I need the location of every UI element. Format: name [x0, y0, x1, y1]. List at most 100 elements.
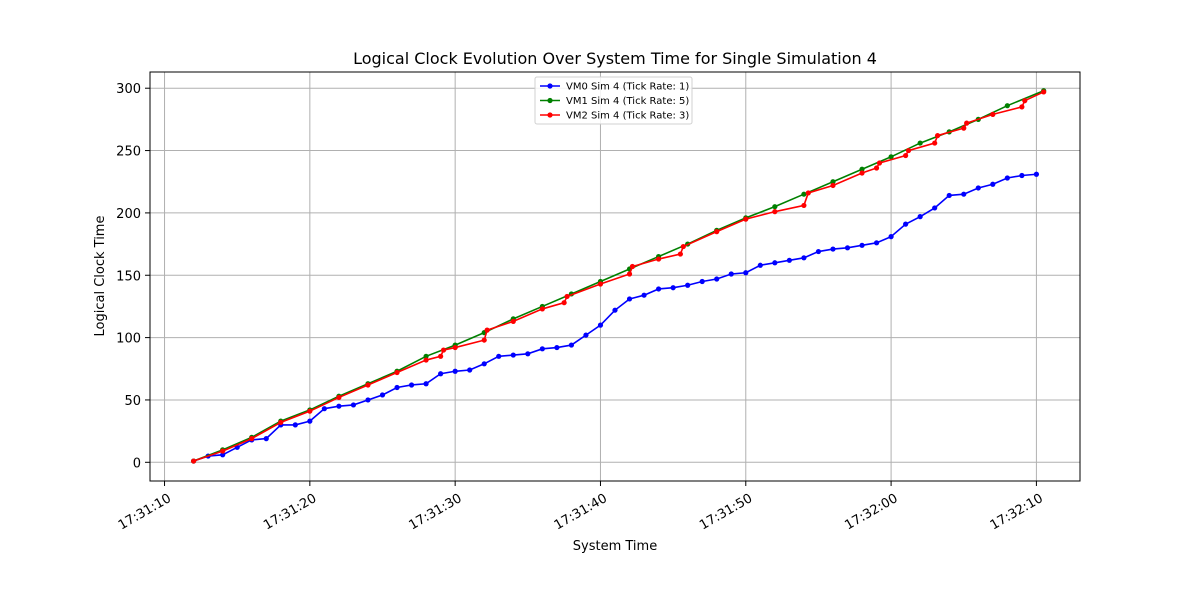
data-point	[772, 204, 778, 210]
data-point	[408, 382, 415, 388]
data-point	[394, 384, 400, 391]
legend-label: VM2 Sim 4 (Tick Rate: 3)	[566, 111, 689, 122]
data-point	[539, 346, 545, 352]
data-point	[626, 271, 633, 277]
data-point	[1004, 103, 1010, 109]
data-point	[932, 205, 938, 211]
data-point	[859, 242, 865, 248]
data-point	[597, 322, 604, 328]
data-point	[757, 262, 763, 268]
data-point	[336, 403, 342, 409]
legend-item: VM2 Sim 4 (Tick Rate: 3)	[540, 111, 689, 122]
data-point	[583, 332, 589, 338]
legend-label: VM1 Sim 4 (Tick Rate: 5)	[566, 96, 689, 107]
data-point	[805, 190, 811, 196]
data-point	[815, 248, 822, 255]
data-point	[677, 251, 683, 257]
data-point	[743, 216, 749, 222]
series-line	[193, 173, 1037, 462]
legend-swatch-marker	[547, 97, 553, 104]
data-point	[905, 147, 912, 154]
data-point	[772, 260, 778, 266]
data-point	[321, 406, 327, 412]
legend-item: VM1 Sim 4 (Tick Rate: 5)	[540, 96, 689, 107]
data-point	[961, 125, 967, 131]
data-point	[423, 357, 429, 363]
y-tick-label: 0	[133, 456, 141, 471]
data-point	[597, 281, 604, 287]
data-point	[743, 270, 749, 276]
data-point	[801, 202, 807, 209]
y-tick-label: 100	[116, 332, 141, 347]
legend-label: VM0 Sim 4 (Tick Rate: 1)	[566, 82, 689, 93]
legend-swatch-marker	[547, 83, 553, 89]
data-point	[1004, 175, 1010, 181]
x-axis: 17:31:10 17:31:20 17:31:30 17:31:40 17:31:50…	[116, 481, 1046, 533]
data-point	[1033, 171, 1040, 177]
data-point	[568, 342, 575, 348]
x-tick-label: 17:32:10	[988, 491, 1046, 533]
data-point	[539, 306, 545, 312]
data-point	[496, 353, 502, 359]
data-point	[670, 285, 676, 291]
data-point	[452, 368, 458, 374]
y-axis-title: Logical Clock Time	[93, 216, 108, 337]
data-point	[350, 402, 357, 408]
data-point	[844, 245, 851, 251]
x-tick-label: 17:32:00	[842, 491, 900, 533]
data-point	[307, 408, 313, 414]
x-tick-label: 17:31:30	[406, 491, 464, 533]
legend-item: VM0 Sim 4 (Tick Rate: 1)	[540, 82, 689, 93]
data-point	[990, 111, 996, 117]
series-line	[193, 91, 1045, 462]
data-point	[876, 160, 883, 166]
data-point	[888, 154, 894, 160]
data-point	[564, 293, 570, 300]
data-point	[423, 353, 429, 359]
data-point	[685, 282, 691, 288]
y-tick-label: 150	[116, 269, 141, 284]
data-point	[278, 419, 284, 425]
data-point	[554, 344, 560, 351]
data-point	[859, 166, 865, 172]
data-point	[888, 234, 894, 240]
data-point	[336, 394, 342, 401]
data-point	[510, 318, 516, 324]
data-point	[975, 185, 981, 191]
data-point	[699, 278, 705, 285]
data-point	[934, 132, 941, 139]
x-tick-label: 17:31:10	[116, 491, 174, 533]
data-point	[946, 192, 952, 199]
data-point	[917, 214, 923, 220]
data-point	[423, 381, 429, 387]
data-point	[830, 182, 836, 189]
data-point	[990, 181, 996, 187]
data-point	[728, 271, 734, 277]
x-tick-label: 17:31:50	[697, 491, 755, 533]
data-point	[467, 367, 473, 373]
data-point	[917, 140, 923, 146]
data-point	[612, 307, 618, 313]
data-point	[1019, 104, 1025, 110]
y-axis: 0 50 100 150 200 250 300	[116, 82, 150, 471]
data-point	[680, 243, 686, 250]
data-point	[263, 436, 269, 442]
data-point	[1022, 98, 1028, 104]
data-point	[903, 152, 909, 159]
series-line	[193, 89, 1044, 462]
y-tick-label: 250	[116, 145, 141, 160]
data-point	[873, 165, 880, 171]
data-point	[220, 448, 226, 454]
data-point	[1019, 172, 1025, 179]
data-point	[220, 452, 226, 458]
data-point	[1041, 89, 1047, 95]
data-point	[873, 240, 880, 246]
data-point	[561, 300, 567, 306]
data-point	[190, 458, 197, 464]
x-tick-label: 17:31:40	[552, 491, 610, 533]
data-point	[772, 209, 778, 215]
y-tick-label: 300	[116, 82, 141, 97]
series-layer	[190, 88, 1047, 464]
data-point	[307, 418, 313, 424]
